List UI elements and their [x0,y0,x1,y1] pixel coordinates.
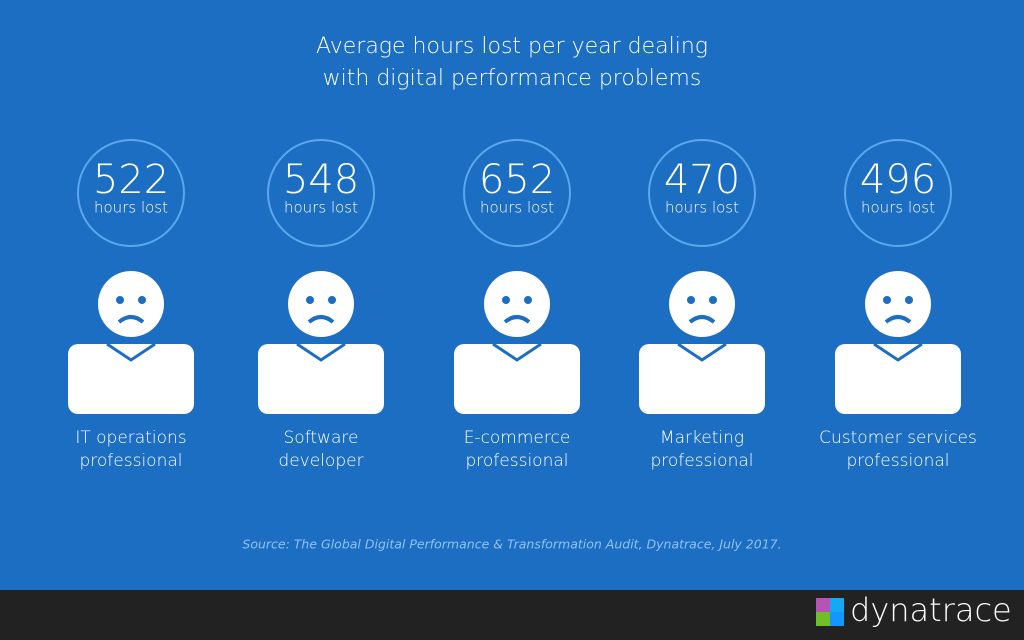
logo: dynatrace [816,591,1012,629]
role: professional [79,451,182,471]
role: Marketing [660,428,744,448]
value: 470 [664,157,740,203]
value-ring [844,139,952,247]
brand: dynatrace [850,591,1012,629]
value-ring [648,139,756,247]
value: 496 [860,157,936,203]
unit: hours lost [480,199,554,217]
value-ring [77,139,185,247]
role: Software [284,428,359,448]
item: 496 hours lost Customer services profess… [819,139,977,471]
source: Source: The Global Digital Performance &… [242,537,781,552]
role: IT operations [75,428,186,448]
title-line: Average hours lost per year dealing [316,34,708,59]
item: 652 hours lost E-commerce professional [452,139,582,471]
item: 548 hours lost Software developer [256,139,386,471]
unit: hours lost [861,199,935,217]
role: professional [846,451,949,471]
unit: hours lost [284,199,358,217]
value: 548 [283,157,359,203]
value-ring [463,139,571,247]
unit: hours lost [94,199,168,217]
role: professional [650,451,753,471]
role: Customer services [819,428,977,448]
value-ring [267,139,375,247]
value: 652 [479,157,555,203]
role: professional [465,451,568,471]
title-line: with digital performance problems [323,66,702,91]
unit: hours lost [665,199,739,217]
role: E-commerce [464,428,571,448]
item: 470 hours lost Marketing professional [637,139,767,471]
value: 522 [93,157,169,203]
item: 522 hours lost IT operations professiona… [66,139,196,471]
footer [0,590,1024,640]
role: developer [278,451,363,471]
